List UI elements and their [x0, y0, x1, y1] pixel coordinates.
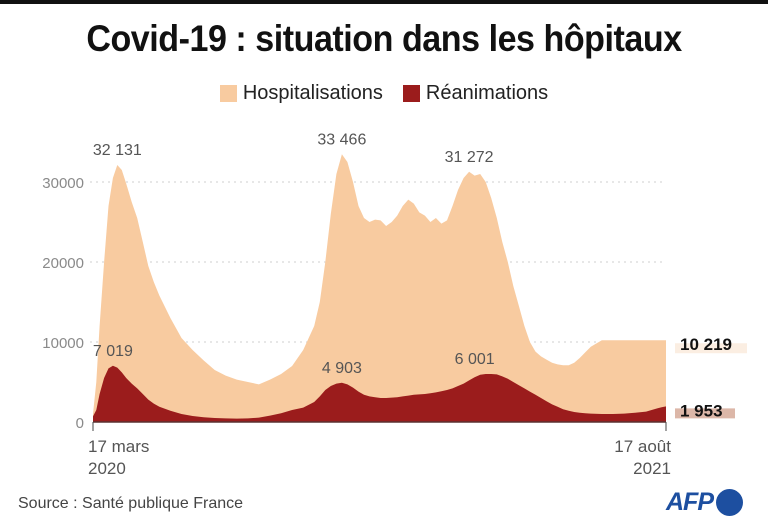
- peak-label: 31 272: [445, 149, 494, 166]
- afp-logo: AFP: [666, 488, 743, 517]
- y-tick-label: 30000: [42, 175, 84, 192]
- end-label-band-reanimations: [675, 408, 735, 419]
- area-hospitalisations: [93, 154, 666, 423]
- y-tick-label: 20000: [42, 255, 84, 272]
- legend-swatch-hospitalisations: [219, 85, 237, 102]
- legend-item-reanimations: Réanimations: [402, 82, 549, 105]
- legend-label-reanimations: Réanimations: [425, 82, 549, 104]
- peak-label: 4 903: [322, 360, 362, 377]
- label-layer: 32 131 33 466 31 272 7 019 4 903 6 001 10 219 1…: [93, 131, 747, 420]
- area-layer: [93, 154, 666, 423]
- peak-label: 7 019: [93, 343, 133, 360]
- x-tick-label-line2: 2021: [633, 459, 671, 478]
- legend-label-hospitalisations: Hospitalisations: [242, 82, 383, 104]
- end-label-hospitalisations: 10 219: [680, 335, 732, 354]
- x-tick-label-line2: 2020: [88, 459, 126, 478]
- legend-item-hospitalisations: Hospitalisations: [219, 82, 383, 105]
- legend-swatch-reanimations: [402, 85, 420, 102]
- y-tick-label: 10000: [42, 335, 84, 352]
- x-tick-label-line1: 17 août: [614, 437, 671, 456]
- source-note: Source : Santé publique France: [18, 495, 244, 512]
- page-title: Covid-19 : situation dans les hôpitaux: [86, 18, 682, 59]
- end-label-band-hospitalisations: [675, 343, 747, 354]
- peak-label: 33 466: [317, 131, 366, 148]
- y-tick-label: 0: [76, 415, 84, 432]
- afp-logo-dot-icon: [716, 489, 743, 516]
- chart-legend: Hospitalisations Réanimations: [0, 82, 768, 105]
- peak-label: 6 001: [455, 351, 495, 368]
- area-reanimations: [93, 365, 666, 422]
- x-tick-label-line1: 17 mars: [88, 437, 149, 456]
- peak-label: 32 131: [93, 142, 142, 159]
- end-label-reanimations: 1 953: [680, 401, 723, 420]
- top-bar: [0, 0, 768, 4]
- axis-layer: 0 10000 20000 30000 17 mars 2020 17 août 2021: [42, 175, 671, 478]
- afp-logo-text: AFP: [666, 488, 714, 516]
